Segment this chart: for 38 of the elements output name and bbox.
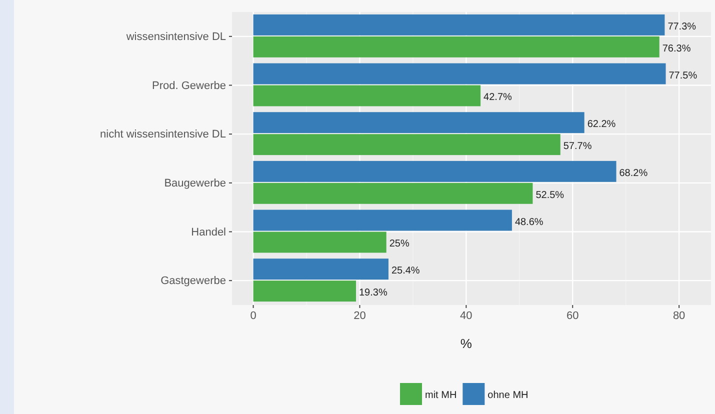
bar [253, 112, 584, 134]
y-tick-label: Prod. Gewerbe [152, 80, 226, 92]
legend-label: ohne MH [488, 390, 528, 401]
data-label: 52.5% [536, 190, 564, 201]
y-tick-label: Gastgewerbe [160, 275, 226, 288]
y-tick-label: wissensintensive DL [125, 30, 226, 43]
data-label: 62.2% [587, 119, 616, 130]
data-label: 77.3% [668, 21, 696, 32]
data-label: 77.5% [668, 70, 698, 82]
bar [253, 182, 533, 204]
bar [253, 14, 665, 36]
data-label: 57.7% [563, 141, 592, 152]
x-axis-title: % [460, 336, 472, 351]
data-label: 42.7% [484, 92, 512, 104]
bar [253, 134, 560, 156]
data-label: 25.4% [391, 266, 420, 277]
x-tick-label: 80 [672, 310, 686, 322]
bar [253, 280, 356, 302]
x-tick-label: 0 [250, 310, 256, 322]
bar [253, 63, 666, 84]
x-tick-label: 60 [566, 310, 579, 322]
data-label: 48.6% [514, 216, 544, 228]
bar [253, 85, 481, 106]
bar [253, 160, 616, 182]
data-label: 19.3% [359, 288, 388, 299]
x-tick-label: 40 [460, 310, 472, 322]
data-label: 76.3% [662, 43, 691, 54]
data-label: 68.2% [619, 168, 648, 179]
bar [253, 210, 512, 231]
data-label: 25% [389, 238, 410, 250]
legend-label: mit MH [425, 390, 457, 401]
bar [253, 258, 388, 280]
y-tick-label: nicht wissensintensive DL [100, 128, 226, 141]
bar [253, 36, 660, 58]
x-tick-label: 20 [354, 310, 366, 322]
bar [253, 232, 386, 253]
y-tick-label: Handel [191, 226, 226, 238]
y-tick-label: Baugewerbe [164, 177, 226, 190]
